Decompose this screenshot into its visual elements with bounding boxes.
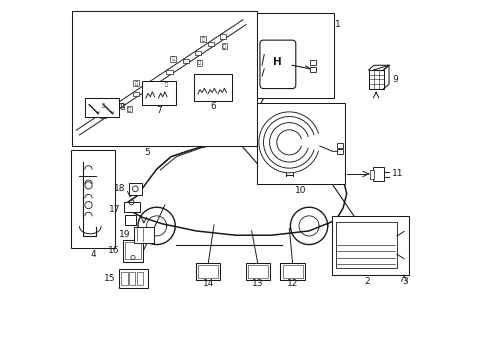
Text: 7: 7 — [156, 105, 162, 114]
Bar — [170, 56, 175, 62]
Bar — [163, 82, 168, 88]
Bar — [194, 51, 201, 55]
Text: 6: 6 — [210, 102, 216, 111]
Text: 11: 11 — [391, 170, 402, 179]
Bar — [369, 170, 373, 179]
Text: 15: 15 — [103, 274, 115, 283]
Bar — [198, 265, 218, 278]
Bar — [257, 103, 344, 184]
Bar — [123, 202, 140, 212]
Bar — [124, 242, 141, 259]
Bar — [280, 263, 304, 280]
Bar — [332, 216, 408, 275]
Text: ⓢ: ⓢ — [171, 57, 174, 62]
Bar — [336, 149, 343, 154]
Bar — [194, 74, 231, 101]
Text: ⓢ: ⓢ — [135, 81, 137, 86]
Text: ⓢ: ⓢ — [223, 44, 225, 49]
Text: ⓢ: ⓢ — [198, 60, 201, 65]
Text: 2: 2 — [364, 277, 369, 286]
Text: ⓢ: ⓢ — [201, 36, 204, 41]
Bar — [100, 103, 105, 108]
Bar — [72, 12, 257, 146]
Bar — [247, 265, 267, 278]
Text: 17: 17 — [108, 204, 120, 213]
Text: 8: 8 — [120, 103, 125, 112]
Text: 14: 14 — [202, 279, 214, 288]
Text: ⓢ: ⓢ — [128, 107, 131, 112]
Bar — [126, 106, 132, 112]
Bar — [149, 81, 156, 85]
Bar — [137, 272, 143, 285]
Bar — [207, 42, 214, 46]
Text: 18: 18 — [114, 184, 125, 193]
Bar — [219, 35, 225, 39]
Bar — [133, 92, 139, 96]
Bar — [85, 98, 119, 117]
Bar — [142, 81, 176, 105]
Text: ⓢ: ⓢ — [164, 82, 167, 87]
Text: 19: 19 — [119, 230, 130, 239]
Bar — [70, 149, 115, 248]
Bar — [122, 239, 143, 262]
Bar — [129, 183, 142, 195]
Text: ⓢ: ⓢ — [101, 103, 104, 108]
Text: 4: 4 — [90, 250, 96, 259]
Bar — [134, 226, 153, 243]
Bar — [335, 222, 396, 268]
Text: 12: 12 — [286, 279, 298, 288]
Bar — [116, 103, 122, 107]
Bar — [133, 80, 139, 86]
Bar — [309, 67, 315, 72]
Bar — [372, 167, 383, 181]
Text: 5: 5 — [143, 148, 149, 157]
Bar — [282, 265, 302, 278]
Text: 9: 9 — [391, 75, 397, 84]
Bar — [166, 70, 172, 74]
Bar — [309, 60, 315, 65]
Bar — [100, 114, 106, 118]
Bar — [196, 60, 202, 66]
Bar — [200, 36, 205, 42]
Bar — [129, 272, 135, 285]
Text: 16: 16 — [107, 246, 119, 255]
Bar — [245, 263, 269, 280]
Text: 3: 3 — [402, 277, 407, 286]
Bar — [183, 59, 189, 63]
Bar — [121, 272, 127, 285]
Bar — [221, 44, 227, 49]
Text: H: H — [273, 57, 282, 67]
Bar — [336, 143, 343, 148]
Text: 10: 10 — [295, 185, 306, 194]
Bar — [119, 269, 148, 288]
FancyBboxPatch shape — [260, 40, 295, 89]
Bar — [125, 215, 136, 225]
Text: 1: 1 — [334, 19, 340, 28]
Bar — [257, 13, 333, 98]
Text: 13: 13 — [251, 279, 263, 288]
Bar — [196, 263, 220, 280]
